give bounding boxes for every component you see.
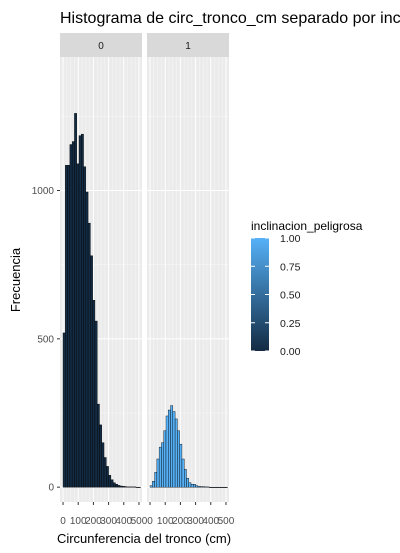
x-tick-label-1-300: 300 (187, 516, 204, 527)
x-tick-label-1-0: 0 (147, 516, 153, 527)
y-tick-label-0: 0 (48, 483, 54, 494)
histogram-bar-facet-0-bin-5 (74, 113, 77, 488)
histogram-bar-facet-1-bin-2 (154, 472, 158, 488)
histogram-bar-facet-1-bin-17 (188, 482, 192, 488)
x-tick-label-1-200: 200 (172, 516, 189, 527)
histogram-bar-facet-0-bin-10 (85, 191, 89, 488)
legend-label-2: 0.50 (280, 290, 301, 302)
x-tick-label-0-300: 300 (100, 516, 117, 527)
histogram-bar-facet-1-bin-18 (190, 484, 194, 488)
histogram-bar-facet-1-bin-7 (165, 415, 169, 488)
y-tick-label-1000: 1000 (32, 186, 55, 197)
histogram-bar-facet-1-bin-13 (179, 443, 183, 488)
histogram-bar-facet-0-bin-19 (106, 466, 109, 488)
histogram-bar-facet-0-bin-23 (115, 484, 118, 488)
strip-label-facet-1: 1 (185, 41, 191, 52)
legend-colorbar (251, 238, 269, 351)
y-tick-label-500: 500 (37, 334, 54, 345)
legend-label-4: 0.00 (280, 346, 301, 358)
x-tick-label-1-100: 100 (157, 516, 174, 527)
histogram-bar-facet-0-bin-26 (122, 486, 125, 488)
histogram-bar-facet-1-bin-0 (149, 485, 153, 488)
histogram-bar-facet-1-bin-1 (152, 481, 155, 488)
histogram-bar-facet-1-bin-3 (156, 458, 160, 488)
histogram-bar-facet-1-bin-19 (193, 484, 196, 488)
histogram-bars (62, 113, 228, 488)
histogram-bar-facet-0-bin-15 (97, 403, 100, 488)
histogram-bar-facet-0-bin-8 (81, 133, 84, 488)
histogram-bar-facet-0-bin-13 (92, 300, 96, 488)
histogram-bar-facet-0-bin-6 (76, 163, 80, 488)
histogram-bar-facet-0-bin-22 (112, 482, 116, 488)
histogram-bar-facet-0-bin-27 (124, 486, 128, 488)
x-tick-label-0-0: 0 (60, 516, 66, 527)
histogram-bar-facet-1-bin-11 (174, 418, 178, 488)
histogram-bar-facet-1-bin-23 (202, 486, 205, 488)
histogram-bar-facet-1-bin-4 (158, 446, 162, 488)
y-axis-title: Frecuencia (8, 247, 23, 312)
histogram-bar-facet-0-bin-17 (101, 442, 105, 488)
histogram-bar-facet-1-bin-16 (186, 478, 189, 488)
histogram-bar-facet-0-bin-3 (69, 144, 73, 488)
histogram-bar-facet-1-bin-6 (163, 430, 167, 488)
histogram-bar-facet-0-bin-21 (110, 479, 114, 488)
x-tick-label-1-500: 500 (218, 516, 235, 527)
histogram-bar-facet-0-bin-1 (65, 165, 68, 488)
histogram-bar-facet-1-bin-8 (168, 409, 171, 488)
histogram-bar-facet-0-bin-9 (83, 166, 87, 488)
histogram-bar-facet-0-bin-25 (119, 485, 123, 488)
histogram-bar-facet-1-bin-15 (184, 469, 187, 488)
histogram-bar-facet-0-bin-0 (62, 332, 66, 488)
x-axis-title: Circunferencia del tronco (cm) (57, 531, 231, 546)
x-tick-label-0-400: 400 (115, 516, 132, 527)
x-tick-label-0-100: 100 (70, 516, 87, 527)
histogram-bar-facet-1-bin-20 (195, 485, 199, 488)
histogram-bar-facet-0-bin-24 (117, 485, 121, 488)
legend-label-1: 0.75 (280, 261, 301, 273)
legend-label-3: 0.25 (280, 318, 301, 330)
x-tick-label-1-400: 400 (202, 516, 219, 527)
histogram-bar-facet-1-bin-12 (177, 430, 180, 488)
histogram-bar-facet-0-bin-14 (94, 320, 98, 488)
histogram-bar-facet-1-bin-21 (197, 486, 201, 488)
x-tick-label-0-500: 500 (131, 516, 148, 527)
histogram-bar-facet-0-bin-2 (67, 165, 71, 488)
histogram-bar-facet-1-bin-5 (161, 442, 164, 488)
histogram-bar-facet-1-bin-22 (199, 486, 203, 488)
legend-ticks: 1.00 0.75 0.50 0.25 0.00 (251, 233, 301, 358)
legend-label-0: 1.00 (280, 233, 301, 245)
chart-title: Histograma de circ_tronco_cm separado po… (60, 10, 400, 27)
histogram-bar-facet-1-bin-10 (172, 411, 176, 488)
histogram-bar-facet-0-bin-7 (78, 135, 82, 488)
legend-title: inclinacion_peligrosa (251, 219, 363, 233)
histogram-bar-facet-0-bin-18 (103, 457, 107, 488)
strip-label-facet-0: 0 (98, 41, 104, 52)
strip-bg-facet-1 (147, 33, 229, 57)
x-tick-label-0-200: 200 (85, 516, 102, 527)
histogram-bar-facet-0-bin-12 (90, 255, 93, 488)
histogram-bar-facet-0-bin-11 (87, 222, 91, 488)
histogram-bar-facet-0-bin-20 (108, 475, 112, 488)
histogram-bar-facet-0-bin-16 (99, 424, 102, 488)
histogram-bar-facet-1-bin-9 (170, 405, 174, 488)
histogram-bar-facet-1-bin-14 (181, 458, 185, 488)
strip-bg-facet-0 (60, 33, 142, 57)
histogram-bar-facet-0-bin-4 (71, 141, 75, 488)
